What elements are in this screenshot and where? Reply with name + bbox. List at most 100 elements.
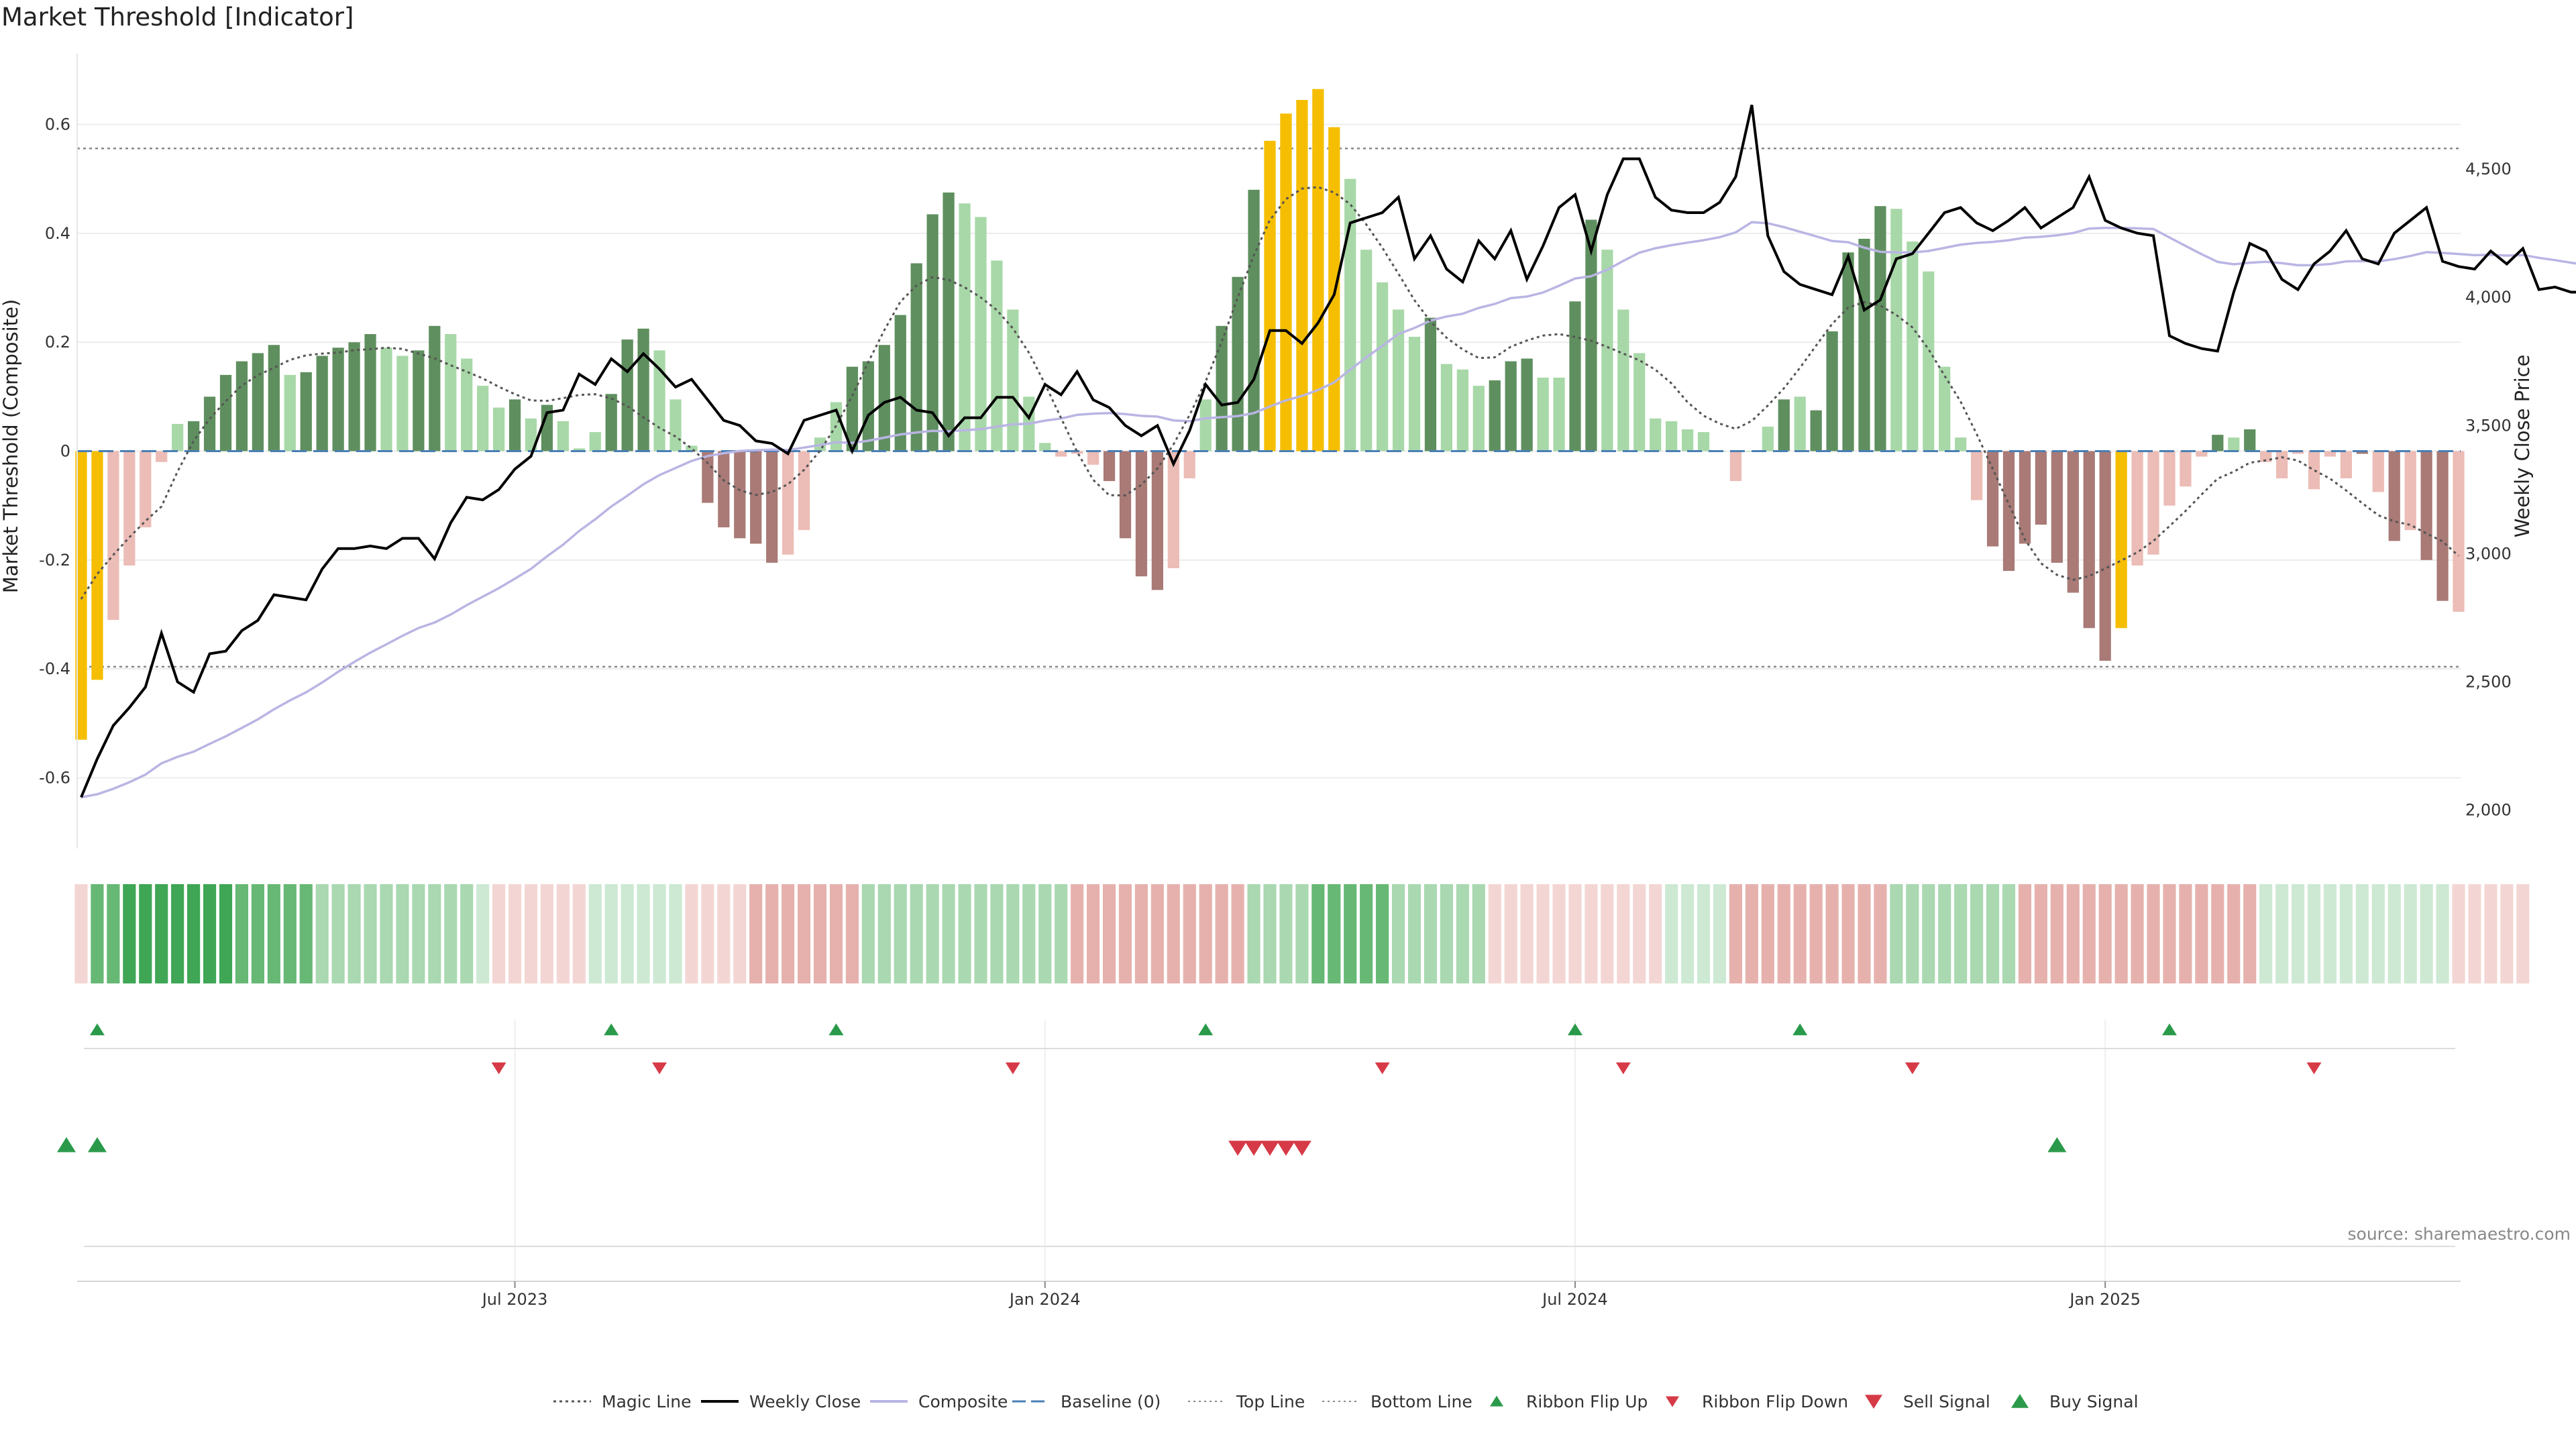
ribbon-cell [74,884,88,983]
y-axis-title: Market Threshold (Composite) [0,299,22,593]
ribbon-flip-up-marker [604,1023,619,1036]
composite-bar [1729,451,1742,482]
composite-bar [1569,301,1581,451]
composite-bar [1826,331,1838,451]
ribbon-cell [412,884,425,983]
composite-bars [75,89,2465,740]
ribbon-cell [1665,884,1678,983]
ribbon-cell [2163,884,2176,983]
ribbon-cell [1102,884,1116,983]
ribbon-cell [782,884,795,983]
composite-bar [2356,451,2368,454]
composite-bar [429,325,441,451]
composite-bar [1778,399,1790,451]
legend-label: Sell Signal [1903,1392,1990,1411]
legend-item: Baseline (0) [1012,1392,1161,1411]
composite-bar [1055,451,1067,457]
ribbon-cell [1295,884,1309,983]
ribbon-cell [2436,884,2449,983]
ribbon-cell [1071,884,1084,983]
composite-bar [1264,140,1276,451]
buy-signal-marker [57,1137,76,1152]
buy-signal-marker [87,1137,107,1152]
ribbon-cell [2371,884,2385,983]
source-label: source: sharemaestro.com [2348,1224,2571,1244]
ribbon-cell [347,884,361,983]
legend-label: Ribbon Flip Down [1702,1392,1848,1411]
ribbon-cell [1118,884,1132,983]
ribbon-cell [2387,884,2401,983]
x-tick-label: Jan 2024 [1008,1290,1081,1309]
ribbon-cell [251,884,264,983]
composite-bar [2083,451,2095,629]
composite-bar [1232,276,1244,451]
ribbon-flip-down-marker [1375,1062,1390,1075]
ribbon-cell [283,884,297,983]
composite-bar [268,345,280,451]
y-tick-label: 0.6 [45,115,70,134]
composite-bar [1666,421,1678,451]
ribbon-cell [942,884,955,983]
ribbon-cell [2002,884,2016,983]
ribbon-cell [1215,884,1228,983]
composite-bar [1617,309,1629,451]
ribbon-cell [2243,884,2257,983]
axes: -0.6 -0.4 -0.2 0 0.2 0.4 0.6 2,000 2,500 3,000 3,5… [39,54,2512,849]
ribbon-cell [219,884,233,983]
ribbon-cell [2195,884,2208,983]
composite-bar [1810,410,1822,451]
composite-bar [203,396,216,451]
composite-bar [702,451,714,503]
ribbon-cell [1890,884,1903,983]
ribbon-cell [1986,884,2000,983]
composite-bar [1377,282,1389,451]
composite-bar [2067,451,2079,593]
x-tick-label: Jul 2024 [1541,1290,1608,1309]
composite-bar [477,386,489,451]
composite-bar [1986,451,1999,547]
ribbon-cell [1697,884,1711,983]
ribbon-cell [1954,884,1968,983]
ribbon-cell [187,884,201,983]
composite-bar [669,399,682,451]
composite-bar [926,214,938,451]
x-tick-label: Jan 2025 [2068,1290,2141,1309]
legend-item: Bottom Line [1322,1392,1472,1411]
legend-item: Magic Line [553,1392,692,1411]
chart-title: Market Threshold [Indicator] [1,3,354,32]
ribbon-cell [2066,884,2080,983]
ribbon-cell [1006,884,1020,983]
ribbon-cell [1681,884,1695,983]
composite-bar [975,217,987,451]
composite-bar [300,372,312,451]
ribbon-flip-up-marker [1567,1023,1582,1036]
legend-item: Composite [870,1392,1008,1411]
composite-bar [637,328,649,451]
composite-bar [1408,337,1421,451]
ribbon-flip-up-marker [89,1023,105,1036]
ribbon-cell [1520,884,1534,983]
composite-bar [2002,451,2015,572]
ribbon-cell [155,884,168,983]
composite-bar [943,192,955,451]
composite-bar [316,356,328,451]
ribbon-cell [604,884,618,983]
ribbon-cell [2291,884,2305,983]
ribbon-cell [1134,884,1148,983]
ribbon-cell [1263,884,1277,983]
composite-bar [445,333,457,451]
ribbon-cell [1183,884,1196,983]
ribbon-cell [1311,884,1325,983]
ribbon-cell [1167,884,1180,983]
ribbon-cell [1922,884,1935,983]
composite-bar [348,342,360,451]
ribbon-cell [444,884,458,983]
composite-bar [1039,443,1051,451]
y-tick-label: 0.4 [45,224,70,243]
ribbon-strip [74,884,2530,983]
ribbon-cell [1713,884,1727,983]
legend: Magic Line Weekly Close Composite Baseline … [553,1392,2139,1411]
ribbon-cell [1038,884,1052,983]
ribbon-cell [1199,884,1212,983]
y2-tick-label: 2,000 [2465,801,2512,820]
